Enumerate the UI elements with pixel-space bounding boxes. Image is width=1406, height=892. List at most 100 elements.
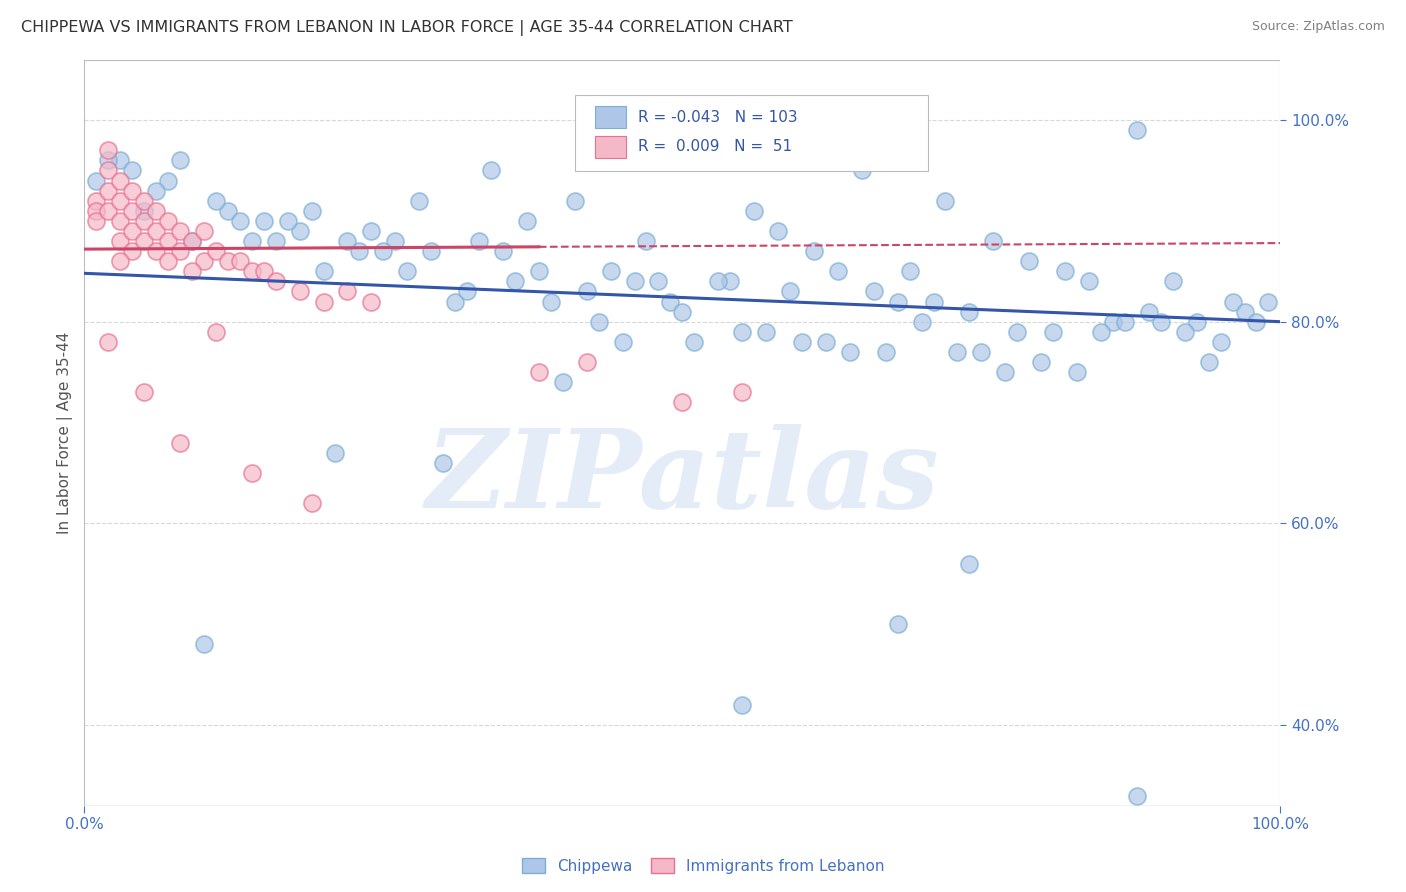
- Point: [145, 203, 167, 218]
- Point: [564, 194, 586, 208]
- Point: [157, 234, 180, 248]
- Point: [970, 345, 993, 359]
- Point: [217, 254, 239, 268]
- Point: [803, 244, 825, 259]
- Point: [1233, 304, 1256, 318]
- Point: [766, 224, 789, 238]
- Point: [205, 194, 228, 208]
- Point: [264, 234, 287, 248]
- Point: [1174, 325, 1197, 339]
- Point: [540, 294, 562, 309]
- Point: [360, 224, 382, 238]
- Point: [1137, 304, 1160, 318]
- Point: [875, 345, 897, 359]
- Point: [862, 285, 884, 299]
- Point: [731, 325, 754, 339]
- Point: [838, 345, 860, 359]
- Point: [121, 184, 143, 198]
- Point: [432, 456, 454, 470]
- Point: [779, 285, 801, 299]
- Point: [1209, 334, 1232, 349]
- Point: [157, 254, 180, 268]
- Point: [84, 214, 107, 228]
- Point: [108, 254, 131, 268]
- Point: [910, 315, 932, 329]
- Point: [1031, 355, 1053, 369]
- Point: [588, 315, 610, 329]
- Point: [1198, 355, 1220, 369]
- Point: [1102, 315, 1125, 329]
- Point: [360, 294, 382, 309]
- Point: [336, 234, 359, 248]
- Text: Source: ZipAtlas.com: Source: ZipAtlas.com: [1251, 20, 1385, 33]
- Point: [1161, 274, 1184, 288]
- Point: [97, 203, 120, 218]
- Point: [97, 153, 120, 168]
- Point: [396, 264, 419, 278]
- Point: [731, 385, 754, 400]
- Point: [503, 274, 526, 288]
- Point: [108, 173, 131, 187]
- Point: [301, 203, 323, 218]
- Point: [121, 224, 143, 238]
- Point: [755, 325, 778, 339]
- Point: [373, 244, 395, 259]
- Point: [84, 173, 107, 187]
- Point: [132, 385, 155, 400]
- Point: [108, 214, 131, 228]
- Point: [240, 264, 263, 278]
- Point: [145, 184, 167, 198]
- Point: [575, 355, 598, 369]
- Point: [108, 153, 131, 168]
- Point: [671, 304, 693, 318]
- Point: [157, 214, 180, 228]
- FancyBboxPatch shape: [595, 106, 626, 128]
- Point: [169, 435, 191, 450]
- Point: [312, 264, 335, 278]
- Point: [851, 163, 873, 178]
- Point: [121, 244, 143, 259]
- FancyBboxPatch shape: [595, 136, 626, 158]
- Point: [229, 254, 252, 268]
- Point: [193, 254, 215, 268]
- Point: [444, 294, 467, 309]
- Point: [169, 244, 191, 259]
- Point: [217, 203, 239, 218]
- Point: [886, 617, 908, 632]
- Point: [132, 214, 155, 228]
- Point: [1054, 264, 1077, 278]
- Point: [132, 203, 155, 218]
- Point: [599, 264, 621, 278]
- Point: [647, 274, 669, 288]
- Point: [468, 234, 491, 248]
- Point: [193, 224, 215, 238]
- Point: [1042, 325, 1064, 339]
- Point: [946, 345, 969, 359]
- Y-axis label: In Labor Force | Age 35-44: In Labor Force | Age 35-44: [58, 332, 73, 533]
- Point: [169, 153, 191, 168]
- Point: [575, 285, 598, 299]
- Point: [169, 224, 191, 238]
- Point: [205, 325, 228, 339]
- Point: [121, 163, 143, 178]
- Point: [325, 446, 347, 460]
- Point: [527, 365, 550, 379]
- Point: [957, 304, 980, 318]
- Point: [84, 194, 107, 208]
- Point: [145, 224, 167, 238]
- Point: [181, 234, 204, 248]
- Point: [479, 163, 502, 178]
- Point: [121, 203, 143, 218]
- Point: [181, 264, 204, 278]
- Point: [108, 234, 131, 248]
- Point: [1066, 365, 1088, 379]
- Point: [1246, 315, 1268, 329]
- Point: [827, 264, 849, 278]
- Point: [957, 557, 980, 571]
- Text: CHIPPEWA VS IMMIGRANTS FROM LEBANON IN LABOR FORCE | AGE 35-44 CORRELATION CHART: CHIPPEWA VS IMMIGRANTS FROM LEBANON IN L…: [21, 20, 793, 36]
- Point: [181, 234, 204, 248]
- Point: [240, 466, 263, 480]
- Point: [145, 244, 167, 259]
- Point: [731, 698, 754, 712]
- Point: [551, 375, 574, 389]
